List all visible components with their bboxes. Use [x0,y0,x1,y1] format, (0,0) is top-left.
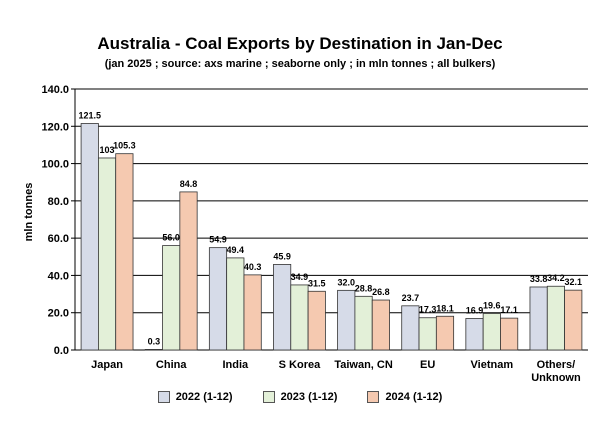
x-tick-label: India [222,359,249,371]
y-tick-label: 120.0 [41,121,69,133]
chart-title: Australia - Coal Exports by Destination … [97,34,503,53]
data-label: 32.1 [564,277,582,287]
x-tick-label: China [156,359,187,371]
data-label: 32.0 [337,277,355,287]
data-label: 121.5 [78,110,101,120]
data-label: 18.1 [436,303,454,313]
legend-swatch-2023 [262,391,275,403]
legend-label-2024: 2024 (1-12) [385,391,443,403]
y-tick-label: 40.0 [48,270,69,282]
legend-label-2022: 2022 (1-12) [175,391,233,403]
y-tick-label: 20.0 [48,308,69,320]
data-label: 28.8 [355,283,373,293]
legend-item-2023: 2023 (1-12) [262,391,338,403]
x-tick-label: EU [420,359,435,371]
bar [162,245,181,351]
legend-swatch-2022 [157,391,170,403]
data-label: 16.9 [466,305,484,315]
bar [179,191,198,351]
bar [354,295,373,351]
bar [273,264,292,351]
data-label: 84.8 [180,179,198,189]
data-label: 56.0 [162,233,180,243]
legend-swatch-2024 [367,391,380,403]
bar [465,318,484,351]
x-tick-label: Taiwan, CN [334,359,393,371]
y-tick-label: 60.0 [48,233,69,245]
bar [564,289,583,351]
chart-subtitle: (jan 2025 ; source: axs marine ; seaborn… [104,58,496,70]
x-tick-label: Others/ [537,359,576,371]
x-tick-label: Unknown [531,372,581,384]
data-label: 17.3 [419,305,437,315]
data-label: 49.4 [227,245,245,255]
bar [401,305,420,351]
legend-item-2022: 2022 (1-12) [157,391,233,403]
data-label: 40.3 [244,262,262,272]
bar [418,317,437,351]
data-label: 54.9 [209,235,227,245]
bar [144,349,163,351]
data-label: 34.9 [291,272,309,282]
data-label: 17.1 [500,305,518,315]
data-label: 31.5 [308,278,326,288]
bar [435,315,455,351]
legend-item-2024: 2024 (1-12) [367,391,442,403]
data-label: 33.8 [530,274,548,284]
y-tick-label: 140.0 [41,84,69,96]
bar [226,257,245,351]
data-label: 23.7 [402,293,420,303]
bar [500,317,519,351]
data-label: 0.3 [148,336,161,346]
bar [80,123,99,351]
y-tick-label: 0.0 [54,345,69,357]
bar [290,284,309,351]
data-label: 103 [100,145,115,155]
bar [307,290,326,351]
bar [546,285,565,351]
bar [208,247,228,351]
data-label: 105.3 [113,141,136,151]
data-label: 34.2 [547,273,565,283]
bar [243,274,262,351]
bar [482,313,501,351]
legend: 2022 (1-12) 2023 (1-12) 2024 (1-12) [0,391,600,403]
y-tick-label: 80.0 [48,196,69,208]
y-tick-label: 100.0 [41,159,69,171]
legend-label-2023: 2023 (1-12) [280,391,338,403]
data-label: 45.9 [273,251,291,261]
bar [98,157,117,351]
bar [371,299,390,351]
data-label: 26.8 [372,287,390,297]
data-label: 19.6 [483,300,501,310]
bar [115,153,134,351]
x-tick-label: Japan [91,359,123,371]
x-tick-label: S Korea [279,359,321,371]
bar [529,286,548,351]
x-tick-label: Vietnam [471,359,514,371]
bar [337,289,356,351]
